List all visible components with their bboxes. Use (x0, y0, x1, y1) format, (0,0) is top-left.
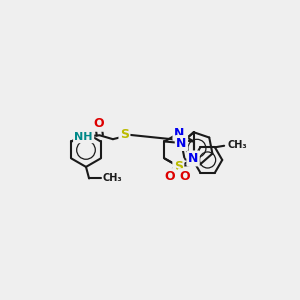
Text: N: N (176, 136, 187, 149)
Text: CH₃: CH₃ (103, 173, 123, 184)
Text: S: S (120, 128, 129, 141)
Text: NH: NH (74, 132, 93, 142)
Text: O: O (93, 117, 104, 130)
Text: N: N (188, 152, 198, 165)
Text: S: S (174, 160, 183, 172)
Text: N: N (174, 127, 184, 140)
Text: O: O (165, 169, 175, 183)
Text: O: O (179, 169, 190, 183)
Text: CH₃: CH₃ (227, 140, 247, 150)
